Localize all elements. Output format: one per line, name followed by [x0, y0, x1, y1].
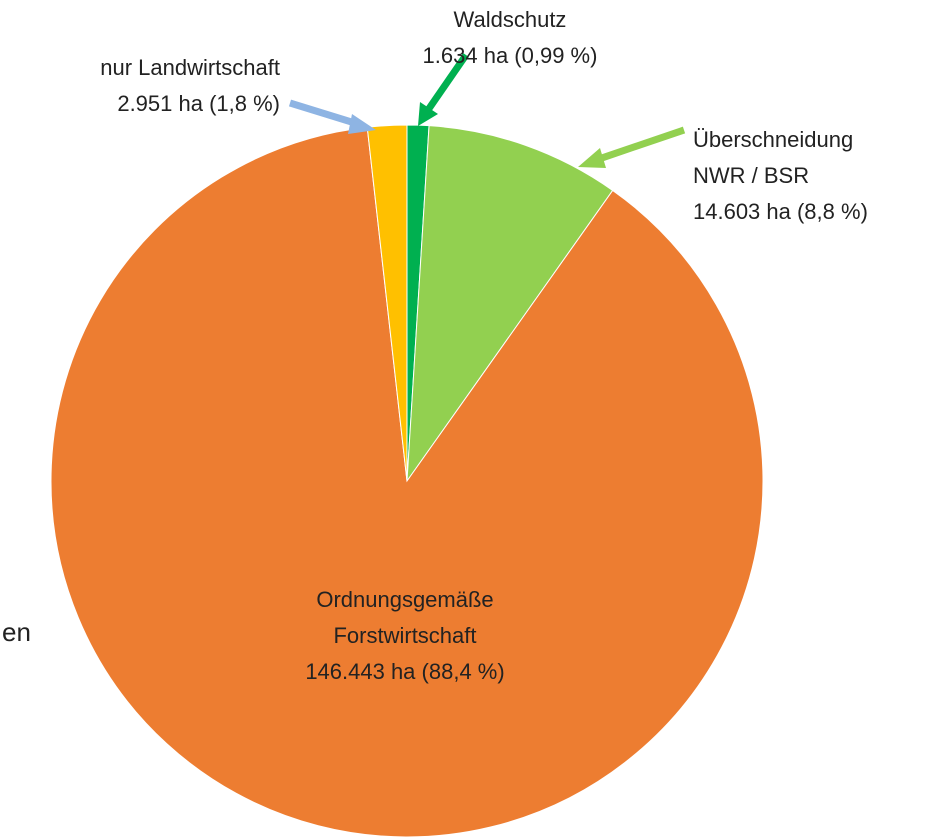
arrow	[288, 99, 360, 128]
slice-value: 146.443 ha (88,4 %)	[305, 659, 505, 684]
cropped-text: en	[2, 617, 31, 647]
slice-name: Überschneidung NWR / BSR	[693, 127, 854, 188]
pie-slice	[406, 125, 614, 483]
slice-label: nur Landwirtschaft 2.951 ha (1,8 %)	[40, 50, 280, 122]
arrow-head	[578, 148, 606, 168]
arrow-head	[348, 114, 376, 134]
slice-label: Ordnungsgemäße Forstwirtschaft 146.443 h…	[270, 582, 540, 690]
arrow	[425, 53, 469, 112]
slice-value: 1.634 ha (0,99 %)	[422, 43, 598, 68]
slice-value: 14.603 ha (8,8 %)	[693, 199, 868, 224]
slice-label: Waldschutz 1.634 ha (0,99 %)	[400, 2, 620, 74]
slice-value: 2.951 ha (1,8 %)	[117, 91, 280, 116]
pie	[50, 124, 764, 838]
arrows	[288, 53, 686, 168]
arrow	[594, 126, 686, 164]
slice-name: nur Landwirtschaft	[100, 55, 280, 80]
pie-slice	[50, 126, 764, 838]
arrow-head	[418, 102, 438, 126]
slice-label: Überschneidung NWR / BSR 14.603 ha (8,8 …	[693, 122, 873, 230]
slice-name: Waldschutz	[453, 7, 567, 32]
slice-name: Ordnungsgemäße Forstwirtschaft	[316, 587, 494, 648]
